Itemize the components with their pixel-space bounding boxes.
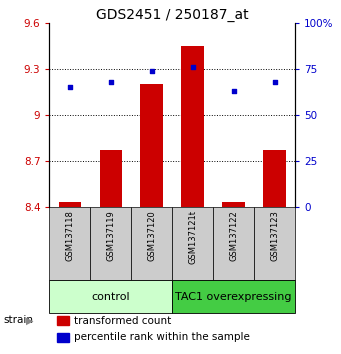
Bar (59, 202, 81, 206)
Bar (181, 46, 204, 206)
Point (272, 79, 277, 85)
Bar (49, 280, 172, 313)
Bar (213, 206, 254, 280)
Text: GSM137121t: GSM137121t (188, 210, 197, 264)
Bar (263, 150, 286, 206)
Bar (100, 150, 122, 206)
Point (231, 88, 236, 94)
Text: transformed count: transformed count (74, 316, 171, 326)
Bar (49, 206, 90, 280)
Point (67, 84, 73, 90)
Title: GDS2451 / 250187_at: GDS2451 / 250187_at (96, 8, 249, 22)
Text: TAC1 overexpressing: TAC1 overexpressing (175, 292, 292, 302)
Text: GSM137123: GSM137123 (270, 210, 279, 261)
Text: control: control (91, 292, 130, 302)
Point (108, 79, 114, 85)
Text: GSM137118: GSM137118 (65, 210, 74, 261)
Bar (57, 316, 69, 325)
Bar (131, 206, 172, 280)
Text: GSM137120: GSM137120 (147, 210, 156, 261)
Bar (90, 206, 131, 280)
Point (149, 68, 154, 74)
Bar (172, 206, 213, 280)
Text: strain: strain (3, 315, 33, 325)
Text: GSM137119: GSM137119 (106, 210, 115, 261)
Bar (140, 84, 163, 206)
Bar (57, 333, 69, 342)
Bar (254, 206, 295, 280)
Point (190, 64, 195, 70)
Bar (222, 202, 245, 206)
Text: GSM137122: GSM137122 (229, 210, 238, 261)
Bar (172, 280, 295, 313)
Text: ▶: ▶ (26, 315, 33, 325)
Text: percentile rank within the sample: percentile rank within the sample (74, 332, 250, 342)
